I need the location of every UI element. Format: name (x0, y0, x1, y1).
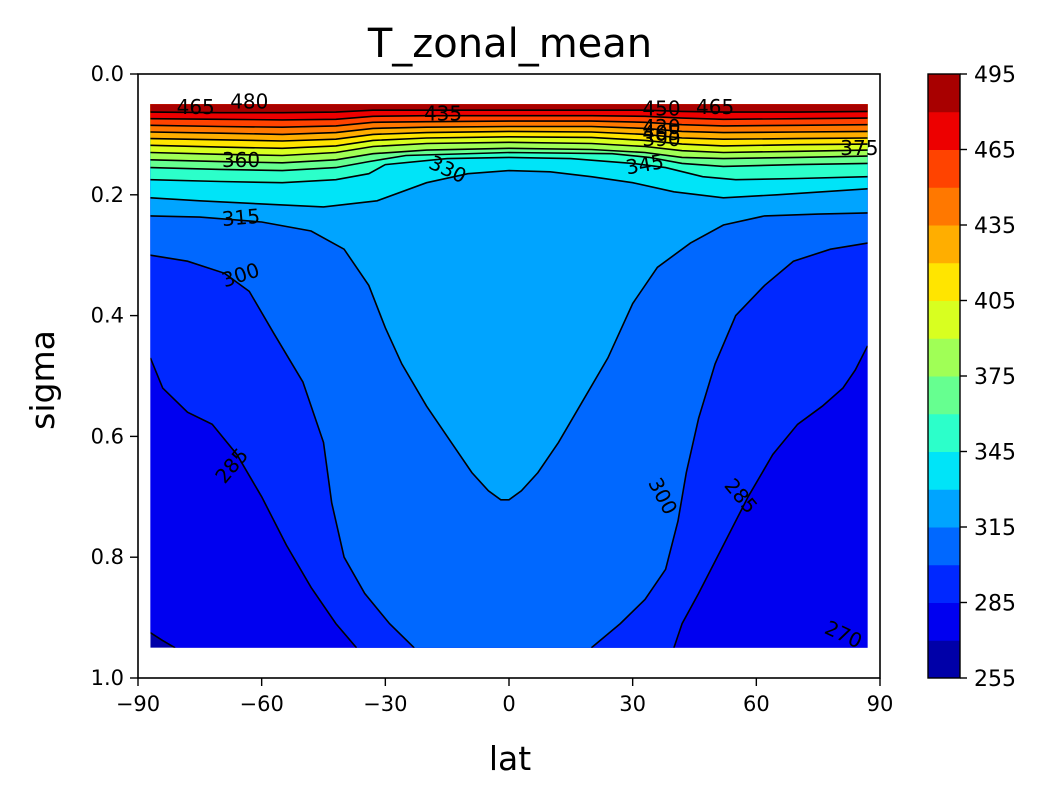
contour-label-390: 390 (642, 127, 680, 151)
contour-line-390 (150, 141, 868, 157)
contour-line-375 (150, 147, 868, 164)
contour-lines (150, 109, 868, 648)
colorbar-swatch-420 (928, 225, 960, 264)
band-480 (150, 104, 868, 113)
contour-line-480 (150, 109, 868, 114)
x-tick-label: 0 (502, 692, 515, 716)
contour-line-450 (150, 120, 868, 129)
colorbar-tick-label: 315 (974, 516, 1016, 541)
colorbar-tick-label: 255 (974, 667, 1016, 692)
filled-contour-bands (150, 104, 868, 648)
x-axis-ticks: −90 −60 −30 0 30 60 90 (116, 678, 894, 716)
colorbar-swatch-330 (928, 451, 960, 490)
y-tick-label: 0.2 (91, 183, 124, 207)
colorbar-swatch-375 (928, 338, 960, 377)
contour-line-270 (150, 632, 176, 648)
y-tick-label: 1.0 (91, 666, 124, 690)
contour-label-450: 450 (642, 97, 680, 121)
contour-line-300 (590, 242, 868, 648)
colorbar-swatch-255 (928, 640, 960, 679)
contour-label-435: 435 (424, 102, 462, 126)
colorbar-tick-label: 345 (974, 441, 1016, 466)
colorbar-swatch-390 (928, 300, 960, 339)
contour-label-420: 420 (642, 115, 680, 139)
y-tick-label: 0.0 (91, 62, 124, 86)
y-tick-label: 0.4 (91, 304, 124, 328)
contour-label-360: 360 (222, 148, 260, 172)
x-tick-label: −90 (116, 692, 160, 716)
colorbar-swatch-270 (928, 602, 960, 641)
x-tick-label: −30 (363, 692, 407, 716)
colorbar-tick-label: 285 (974, 592, 1016, 617)
colorbar-swatch-300 (928, 527, 960, 566)
contour-line-360 (150, 151, 868, 172)
colorbar-swatch-450 (928, 149, 960, 188)
contour-line-420 (150, 130, 868, 142)
chart-title: T_zonal_mean (367, 21, 652, 67)
y-tick-label: 0.8 (91, 545, 124, 569)
x-tick-label: 30 (619, 692, 646, 716)
x-axis-title: lat (489, 739, 531, 778)
colorbar-tick-label: 375 (974, 365, 1016, 390)
contour-line-285 (150, 357, 358, 648)
contour-line-315 (150, 212, 868, 501)
colorbar-swatch-315 (928, 489, 960, 528)
colorbar-swatch-345 (928, 413, 960, 452)
colorbar-swatch-360 (928, 376, 960, 415)
colorbar-tick-label: 405 (974, 290, 1016, 315)
contour-label-315: 315 (221, 204, 261, 231)
colorbar: 255 285 315 345 375 405 435 465 495 (927, 63, 1016, 692)
x-tick-label: 90 (867, 692, 894, 716)
contour-label-405: 405 (642, 121, 680, 145)
contour-line-435 (150, 125, 868, 136)
y-axis-title: sigma (23, 330, 62, 430)
colorbar-swatch-435 (928, 187, 960, 226)
contour-label-480: 480 (230, 89, 268, 113)
x-tick-label: −60 (240, 692, 284, 716)
colorbar-swatch-405 (928, 262, 960, 301)
contour-line-300 (150, 254, 415, 648)
x-tick-label: 60 (743, 692, 770, 716)
contour-line-285 (673, 345, 868, 648)
contour-line-330 (150, 169, 868, 208)
contour-label-465: 465 (696, 95, 734, 119)
colorbar-tick-label: 495 (974, 63, 1016, 88)
contour-label-375: 375 (840, 136, 878, 160)
y-tick-label: 0.6 (91, 424, 124, 448)
colorbar-tick-label: 465 (974, 139, 1016, 164)
colorbar-swatch-465 (928, 111, 960, 150)
colorbar-tick-label: 435 (974, 214, 1016, 239)
contour-line-405 (150, 135, 868, 150)
colorbar-swatch-480 (928, 74, 960, 113)
y-axis-ticks: 0.0 0.2 0.4 0.6 0.8 1.0 (91, 62, 138, 690)
colorbar-swatch-285 (928, 564, 960, 603)
contour-line-345 (150, 156, 868, 184)
contour-line-465 (150, 114, 868, 121)
contour-label-465: 465 (177, 95, 215, 119)
